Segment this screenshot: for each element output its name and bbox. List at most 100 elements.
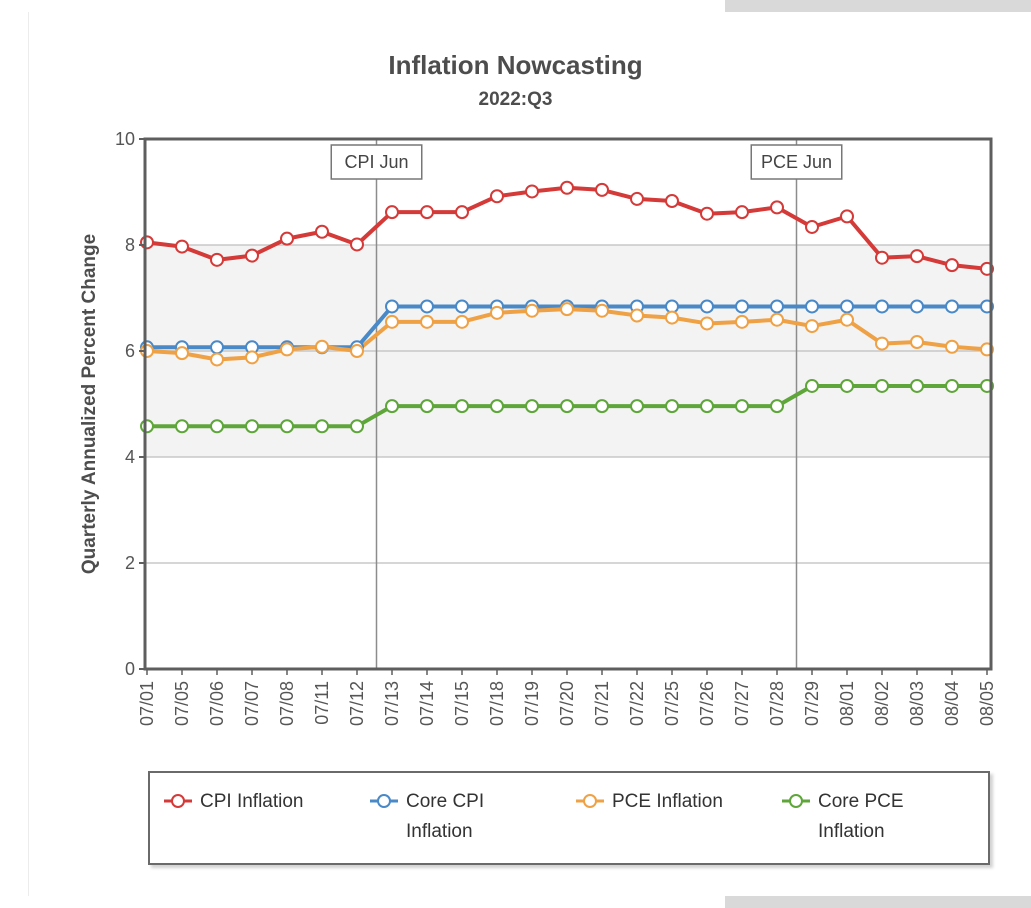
x-tick-label-24: 08/05	[977, 681, 997, 726]
page-shadow-left	[28, 12, 29, 896]
core-cpi-legend-marker-icon	[370, 794, 398, 808]
annotation-box-1	[750, 144, 843, 180]
series-0-point-9	[455, 205, 469, 220]
series-2-point-15	[665, 310, 679, 325]
series-3-point-1	[175, 419, 189, 434]
series-3-point-6	[350, 419, 364, 434]
series-2-point-11	[525, 303, 539, 318]
series-1-point-20	[840, 299, 854, 314]
core-pce-legend-marker-icon	[782, 794, 810, 808]
series-3-point-12	[560, 399, 574, 414]
series-3-point-13	[595, 399, 609, 414]
cpi-legend-marker-icon	[164, 794, 192, 808]
series-1-point-22	[910, 299, 924, 314]
series-1-point-7	[385, 299, 399, 314]
series-1-point-23	[945, 299, 959, 314]
chart-subtitle: 2022:Q3	[478, 89, 553, 110]
series-3-point-20	[840, 378, 854, 393]
series-3-point-0	[140, 419, 154, 434]
series-1-point-21	[875, 299, 889, 314]
x-tick-label-7: 07/13	[382, 681, 402, 726]
series-0-point-20	[840, 209, 854, 224]
x-tick-label-14: 07/22	[627, 681, 647, 726]
legend-item-core-pce-inflation[interactable]: Core PCE Inflation	[782, 787, 904, 847]
legend-label-cpi: CPI Inflation	[200, 791, 304, 812]
series-3-point-11	[525, 399, 539, 414]
series-2-point-12	[560, 302, 574, 317]
legend-item-pce-inflation[interactable]: PCE Inflation	[576, 787, 723, 817]
series-0-point-17	[735, 205, 749, 220]
x-tick-label-16: 07/26	[697, 681, 717, 726]
y-tick-label-2: 2	[125, 553, 135, 573]
series-1-point-8	[420, 299, 434, 314]
series-0-point-16	[700, 206, 714, 221]
series-3-point-19	[805, 378, 819, 393]
x-tick-label-8: 07/14	[417, 681, 437, 726]
series-2-point-18	[770, 312, 784, 327]
series-3-point-14	[630, 399, 644, 414]
chart-legend: CPI Inflation Core CPI Inflation PCE Inf…	[148, 771, 990, 865]
annotation-label-1: PCE Jun	[761, 152, 832, 172]
series-1-point-16	[700, 299, 714, 314]
series-0-point-18	[770, 200, 784, 215]
series-3-point-18	[770, 399, 784, 414]
series-1-point-19	[805, 299, 819, 314]
series-3-point-8	[420, 399, 434, 414]
x-tick-label-22: 08/03	[907, 681, 927, 726]
annotation-label-0: CPI Jun	[344, 152, 408, 172]
series-2-point-6	[350, 344, 364, 358]
x-tick-label-11: 07/19	[522, 681, 542, 726]
series-3-point-9	[455, 399, 469, 414]
series-0-point-1	[175, 239, 189, 254]
series-3-point-2	[210, 419, 224, 434]
series-0-point-14	[630, 191, 644, 206]
series-0-point-13	[595, 182, 609, 197]
series-2-point-2	[210, 352, 224, 367]
series-0-point-5	[315, 224, 329, 239]
x-tick-label-19: 07/29	[802, 681, 822, 726]
legend-item-cpi-inflation[interactable]: CPI Inflation	[164, 787, 304, 817]
series-0-point-11	[525, 184, 539, 199]
series-1-point-18	[770, 299, 784, 314]
legend-label-core-pce: Core PCE Inflation	[818, 791, 904, 842]
legend-label-pce: PCE Inflation	[612, 791, 723, 812]
x-tick-label-13: 07/21	[592, 681, 612, 726]
series-0-point-0	[140, 235, 154, 250]
pce-legend-marker-icon	[576, 794, 604, 808]
x-tick-label-12: 07/20	[557, 681, 577, 726]
series-0-point-3	[245, 248, 259, 263]
series-2-point-3	[245, 350, 259, 365]
series-2-point-7	[385, 314, 399, 329]
series-3-point-10	[490, 399, 504, 414]
y-axis-label: Quarterly Annualized Percent Change	[79, 234, 100, 574]
x-tick-label-5: 07/11	[312, 681, 332, 725]
x-tick-label-21: 08/02	[872, 681, 892, 726]
y-tick-label-0: 0	[125, 659, 135, 679]
series-1-point-9	[455, 299, 469, 314]
x-tick-label-3: 07/07	[242, 681, 262, 726]
series-2-point-14	[630, 308, 644, 323]
page-shadow-top	[725, 0, 1031, 12]
series-3-point-5	[315, 419, 329, 434]
series-1-point-17	[735, 299, 749, 314]
x-tick-label-9: 07/15	[452, 681, 472, 726]
x-tick-label-23: 08/04	[942, 681, 962, 726]
x-tick-label-0: 07/01	[137, 681, 157, 726]
series-3-point-4	[280, 419, 294, 434]
series-0-point-6	[350, 237, 364, 252]
series-3-point-16	[700, 399, 714, 414]
x-tick-label-10: 07/18	[487, 681, 507, 726]
legend-item-core-cpi-inflation[interactable]: Core CPI Inflation	[370, 787, 484, 847]
series-0-point-22	[910, 249, 924, 264]
series-2-point-20	[840, 312, 854, 327]
series-0-point-7	[385, 205, 399, 220]
page-shadow-bottom	[725, 896, 1031, 908]
series-0-point-12	[560, 180, 574, 195]
x-tick-label-18: 07/28	[767, 681, 787, 726]
chart-title: Inflation Nowcasting	[388, 50, 643, 80]
shaded-band-1	[145, 245, 991, 351]
series-0-point-10	[490, 189, 504, 204]
y-tick-label-8: 8	[125, 235, 135, 255]
series-2-point-4	[280, 342, 294, 357]
